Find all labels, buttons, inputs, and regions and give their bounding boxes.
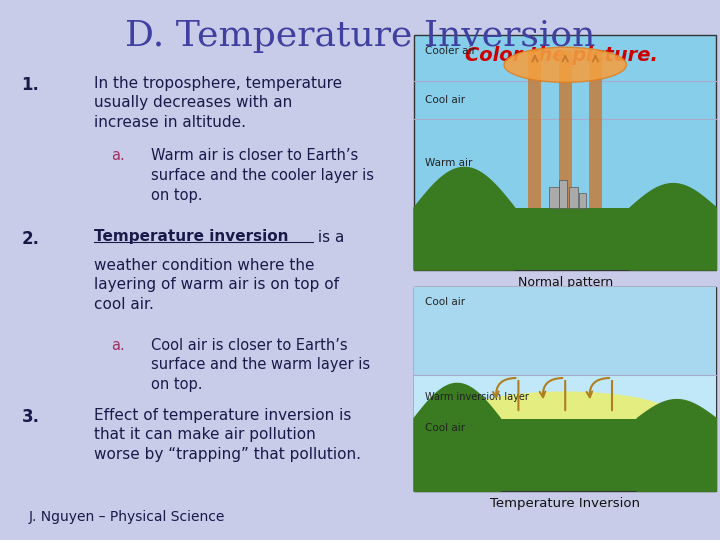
Text: D. Temperature Inversion: D. Temperature Inversion xyxy=(125,19,595,53)
Text: J. Nguyen – Physical Science: J. Nguyen – Physical Science xyxy=(29,510,225,524)
Bar xyxy=(414,375,716,418)
Text: Effect of temperature inversion is
that it can make air pollution
worse by “trap: Effect of temperature inversion is that … xyxy=(94,408,361,462)
Text: Color the picture.: Color the picture. xyxy=(465,46,658,65)
Text: 1.: 1. xyxy=(22,76,40,93)
Polygon shape xyxy=(414,167,515,270)
Polygon shape xyxy=(414,383,500,491)
Text: weather condition where the
layering of warm air is on top of
cool air.: weather condition where the layering of … xyxy=(94,258,338,312)
Text: is a: is a xyxy=(313,230,345,245)
Text: Cool air: Cool air xyxy=(425,95,465,105)
Ellipse shape xyxy=(456,392,674,440)
Text: Cool air is closer to Earth’s
surface and the warm layer is
on top.: Cool air is closer to Earth’s surface an… xyxy=(151,338,370,392)
Text: Cool air: Cool air xyxy=(425,298,465,307)
Ellipse shape xyxy=(504,47,626,82)
Text: 3.: 3. xyxy=(22,408,40,426)
Text: Warm air is closer to Earth’s
surface and the cooler layer is
on top.: Warm air is closer to Earth’s surface an… xyxy=(151,148,374,203)
Text: In the troposphere, temperature
usually decreases with an
increase in altitude.: In the troposphere, temperature usually … xyxy=(94,76,342,130)
Text: Temperature inversion: Temperature inversion xyxy=(94,230,288,245)
Polygon shape xyxy=(637,400,716,491)
Text: Cooler air: Cooler air xyxy=(425,46,476,56)
Text: a.: a. xyxy=(112,148,125,164)
Text: Warm air: Warm air xyxy=(425,158,472,168)
Bar xyxy=(414,287,716,375)
Bar xyxy=(569,187,578,208)
Text: Cool air: Cool air xyxy=(425,423,465,433)
Bar xyxy=(414,35,716,270)
Bar xyxy=(500,208,644,270)
Bar xyxy=(549,187,559,208)
Text: Warm inversion layer: Warm inversion layer xyxy=(425,392,528,402)
Bar xyxy=(579,193,586,208)
Text: Temperature Inversion: Temperature Inversion xyxy=(490,497,640,510)
Text: 2.: 2. xyxy=(22,230,40,247)
Bar xyxy=(559,180,567,208)
Bar xyxy=(414,287,716,491)
Bar xyxy=(589,51,602,208)
Bar xyxy=(559,51,572,208)
Polygon shape xyxy=(630,184,716,270)
Text: Normal pattern: Normal pattern xyxy=(518,276,613,289)
Text: a.: a. xyxy=(112,338,125,353)
Bar xyxy=(486,418,644,491)
Bar xyxy=(528,51,541,208)
